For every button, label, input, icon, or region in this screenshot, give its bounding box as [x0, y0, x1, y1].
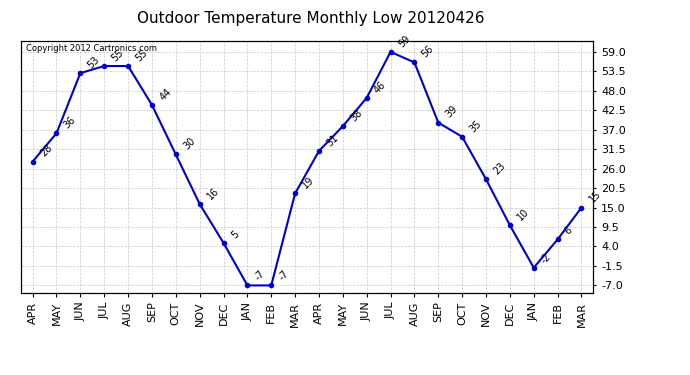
- Text: 10: 10: [515, 207, 531, 222]
- Text: 19: 19: [301, 175, 317, 190]
- Text: 59: 59: [396, 33, 412, 49]
- Text: 6: 6: [563, 225, 575, 237]
- Text: 23: 23: [491, 160, 507, 177]
- Text: -2: -2: [540, 251, 553, 265]
- Text: -7: -7: [277, 268, 290, 283]
- Text: 31: 31: [324, 132, 340, 148]
- Text: 16: 16: [205, 186, 221, 201]
- Text: -7: -7: [253, 268, 267, 283]
- Text: 35: 35: [468, 118, 484, 134]
- Text: 5: 5: [229, 229, 241, 240]
- Text: 55: 55: [110, 47, 126, 63]
- Text: 28: 28: [38, 143, 54, 159]
- Text: 46: 46: [373, 80, 388, 95]
- Text: 56: 56: [420, 44, 436, 60]
- Text: 36: 36: [62, 115, 78, 130]
- Text: Outdoor Temperature Monthly Low 20120426: Outdoor Temperature Monthly Low 20120426: [137, 11, 484, 26]
- Text: 39: 39: [444, 104, 460, 120]
- Text: 53: 53: [86, 54, 101, 70]
- Text: 38: 38: [348, 108, 364, 123]
- Text: 30: 30: [181, 136, 197, 152]
- Text: 55: 55: [134, 47, 150, 63]
- Text: Copyright 2012 Cartronics.com: Copyright 2012 Cartronics.com: [26, 44, 157, 53]
- Text: 44: 44: [157, 86, 173, 102]
- Text: 15: 15: [587, 189, 603, 205]
